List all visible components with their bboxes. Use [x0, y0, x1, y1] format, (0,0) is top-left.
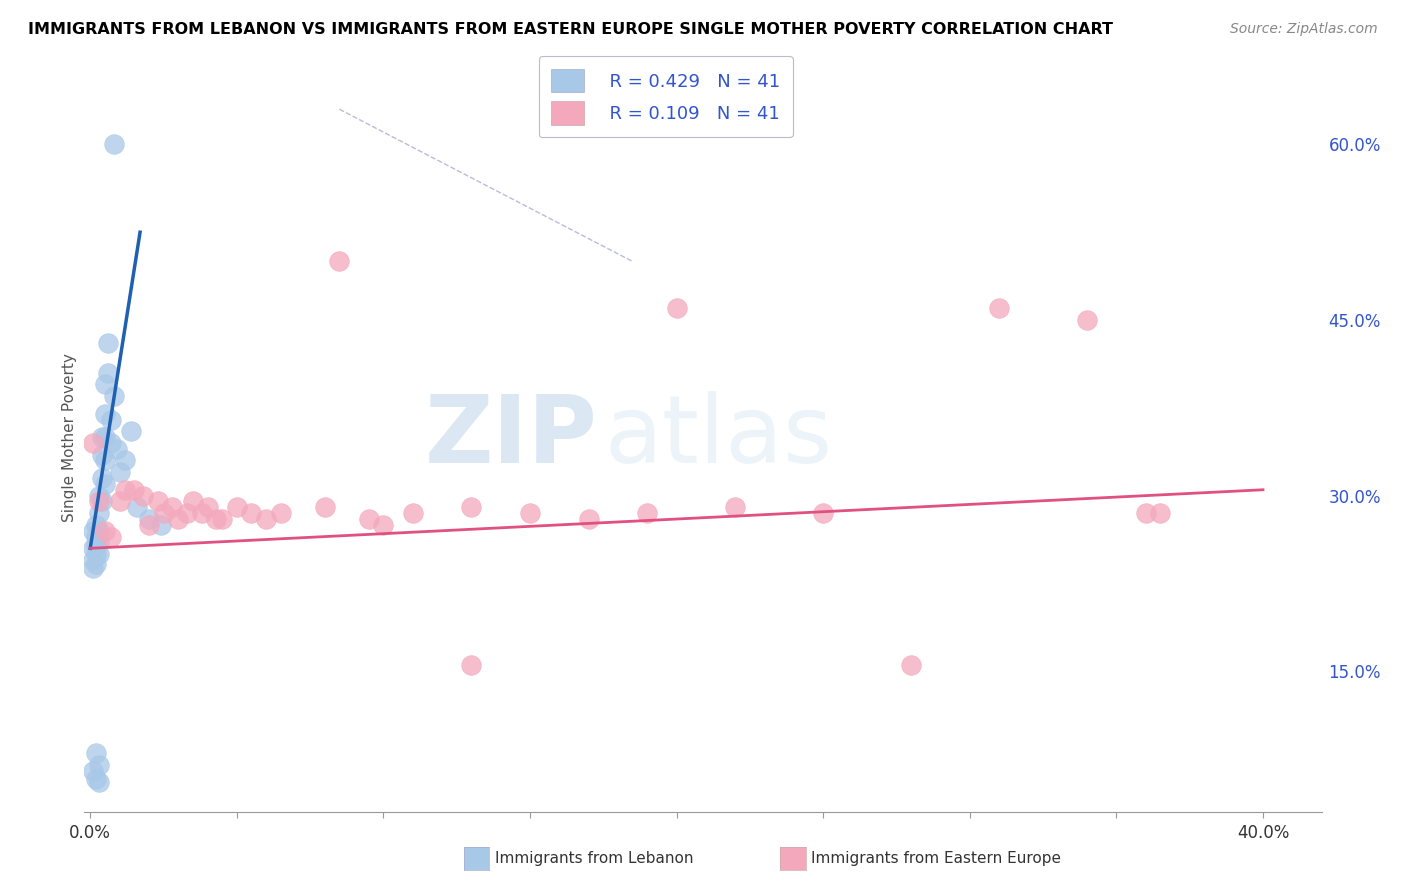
Point: [181, 494, 204, 508]
Point: [103, 389, 125, 403]
Point: [87, 775, 110, 789]
Point: [108, 465, 131, 479]
Point: [97, 366, 120, 380]
Point: [1149, 506, 1171, 520]
Point: [103, 137, 125, 152]
Point: [84, 557, 107, 571]
Legend:   R = 0.429   N = 41,   R = 0.109   N = 41: R = 0.429 N = 41, R = 0.109 N = 41: [538, 56, 793, 137]
Point: [1076, 313, 1098, 327]
Point: [636, 506, 658, 520]
Point: [82, 561, 104, 575]
Point: [402, 506, 425, 520]
Point: [87, 506, 110, 520]
Point: [225, 500, 247, 515]
Point: [100, 530, 122, 544]
Y-axis label: Single Mother Poverty: Single Mother Poverty: [62, 352, 77, 522]
Point: [460, 658, 482, 673]
Point: [91, 494, 114, 508]
Point: [84, 772, 107, 786]
Point: [314, 500, 336, 515]
Point: [162, 500, 184, 515]
Text: ZIP: ZIP: [425, 391, 598, 483]
Point: [152, 506, 174, 520]
Point: [138, 517, 160, 532]
Point: [94, 524, 117, 538]
Point: [82, 436, 104, 450]
Point: [100, 436, 122, 450]
Point: [84, 547, 107, 561]
Point: [91, 448, 114, 462]
Point: [84, 530, 107, 544]
Point: [988, 301, 1011, 316]
Point: [94, 407, 117, 421]
Point: [94, 453, 117, 467]
Point: [97, 336, 120, 351]
Point: [205, 512, 228, 526]
Point: [122, 483, 145, 497]
Point: [190, 506, 212, 520]
Point: [82, 764, 104, 778]
Point: [460, 500, 482, 515]
Point: [87, 489, 110, 503]
Point: [84, 746, 107, 760]
Point: [87, 758, 110, 772]
Point: [132, 489, 155, 503]
Point: [82, 553, 104, 567]
Point: [108, 494, 131, 508]
Point: [328, 254, 350, 268]
Point: [94, 430, 117, 444]
Text: Immigrants from Eastern Europe: Immigrants from Eastern Europe: [811, 852, 1062, 866]
Point: [1135, 506, 1157, 520]
Point: [94, 377, 117, 392]
Point: [176, 506, 198, 520]
Point: [724, 500, 747, 515]
Point: [211, 512, 233, 526]
Point: [665, 301, 688, 316]
Point: [811, 506, 834, 520]
Point: [87, 524, 110, 538]
Point: [138, 512, 160, 526]
Point: [120, 424, 142, 438]
Point: [519, 506, 541, 520]
Point: [357, 512, 380, 526]
Point: [167, 512, 190, 526]
Point: [100, 412, 122, 426]
Point: [87, 547, 110, 561]
Text: IMMIGRANTS FROM LEBANON VS IMMIGRANTS FROM EASTERN EUROPE SINGLE MOTHER POVERTY : IMMIGRANTS FROM LEBANON VS IMMIGRANTS FR…: [28, 22, 1114, 37]
Point: [270, 506, 292, 520]
Text: Immigrants from Lebanon: Immigrants from Lebanon: [495, 852, 693, 866]
Point: [91, 471, 114, 485]
Point: [578, 512, 600, 526]
Point: [114, 483, 136, 497]
Point: [82, 541, 104, 556]
Text: atlas: atlas: [605, 391, 832, 483]
Point: [240, 506, 263, 520]
Point: [146, 494, 169, 508]
Point: [84, 538, 107, 552]
Point: [127, 500, 149, 515]
Point: [254, 512, 277, 526]
Point: [900, 658, 922, 673]
Point: [373, 517, 395, 532]
Point: [84, 517, 107, 532]
Point: [105, 442, 128, 456]
Point: [87, 494, 110, 508]
Text: Source: ZipAtlas.com: Source: ZipAtlas.com: [1230, 22, 1378, 37]
Point: [114, 453, 136, 467]
Point: [197, 500, 219, 515]
Point: [91, 430, 114, 444]
Point: [149, 517, 172, 532]
Point: [82, 524, 104, 538]
Point: [94, 476, 117, 491]
Point: [87, 535, 110, 549]
